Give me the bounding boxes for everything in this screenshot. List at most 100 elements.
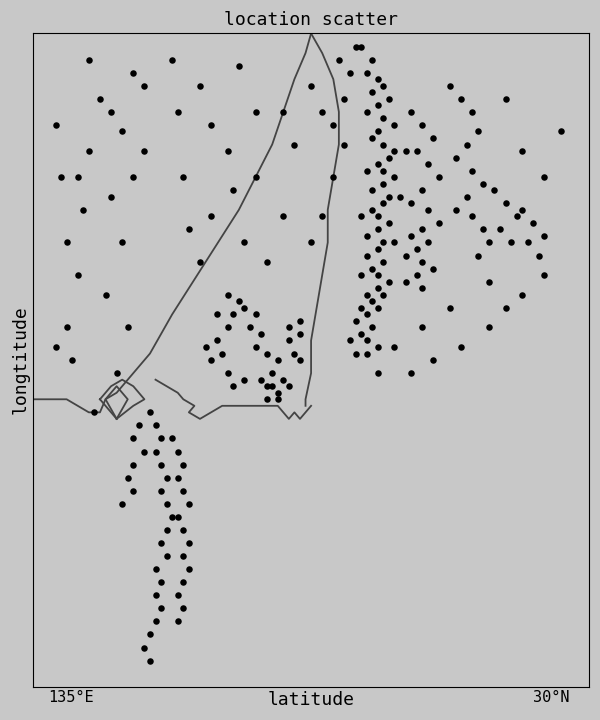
- Text: 135°E: 135°E: [48, 690, 94, 705]
- Point: [151, 590, 160, 601]
- Point: [184, 498, 194, 510]
- Point: [334, 54, 344, 66]
- Point: [389, 171, 399, 183]
- Point: [162, 498, 172, 510]
- Point: [217, 348, 227, 359]
- Point: [367, 295, 377, 307]
- Point: [373, 367, 383, 379]
- Point: [306, 80, 316, 91]
- Point: [140, 446, 149, 457]
- Point: [206, 211, 216, 222]
- Point: [317, 106, 327, 117]
- Point: [479, 178, 488, 189]
- Point: [484, 237, 494, 248]
- Point: [251, 309, 260, 320]
- Y-axis label: longtitude: longtitude: [11, 306, 29, 415]
- Point: [473, 126, 482, 138]
- Point: [295, 315, 305, 327]
- Point: [467, 211, 477, 222]
- Point: [234, 60, 244, 72]
- Point: [418, 256, 427, 268]
- Point: [473, 250, 482, 261]
- Point: [151, 616, 160, 627]
- Point: [89, 407, 99, 418]
- Point: [251, 171, 260, 183]
- Point: [251, 106, 260, 117]
- Title: location scatter: location scatter: [224, 11, 398, 29]
- Point: [195, 256, 205, 268]
- Point: [539, 269, 549, 281]
- Point: [484, 322, 494, 333]
- Point: [362, 106, 371, 117]
- Point: [451, 152, 460, 163]
- Point: [517, 204, 527, 215]
- Point: [178, 550, 188, 562]
- Point: [223, 367, 233, 379]
- Point: [151, 446, 160, 457]
- Point: [412, 145, 421, 157]
- Point: [262, 256, 271, 268]
- Point: [379, 80, 388, 91]
- Point: [173, 616, 182, 627]
- Point: [362, 230, 371, 242]
- Point: [173, 446, 182, 457]
- Point: [506, 237, 516, 248]
- Point: [173, 472, 182, 483]
- Point: [467, 165, 477, 176]
- Point: [373, 224, 383, 235]
- Point: [167, 433, 177, 444]
- Point: [418, 119, 427, 130]
- Point: [167, 511, 177, 523]
- Point: [384, 152, 394, 163]
- Point: [73, 269, 83, 281]
- Point: [367, 322, 377, 333]
- Point: [362, 348, 371, 359]
- Point: [295, 354, 305, 366]
- Point: [140, 145, 149, 157]
- Point: [79, 204, 88, 215]
- Point: [206, 119, 216, 130]
- Point: [362, 289, 371, 300]
- Point: [184, 563, 194, 575]
- Point: [251, 341, 260, 353]
- Point: [401, 250, 410, 261]
- Point: [284, 335, 293, 346]
- Point: [156, 537, 166, 549]
- Point: [268, 380, 277, 392]
- Point: [278, 374, 288, 385]
- Point: [406, 197, 416, 209]
- Point: [556, 126, 566, 138]
- Point: [101, 289, 110, 300]
- Point: [268, 367, 277, 379]
- Point: [112, 367, 121, 379]
- Point: [384, 93, 394, 104]
- Point: [517, 289, 527, 300]
- Point: [423, 158, 433, 170]
- Point: [284, 322, 293, 333]
- Point: [401, 145, 410, 157]
- Point: [178, 485, 188, 497]
- Point: [234, 295, 244, 307]
- Point: [278, 211, 288, 222]
- Point: [379, 237, 388, 248]
- Point: [295, 328, 305, 340]
- Point: [118, 237, 127, 248]
- Point: [178, 171, 188, 183]
- Point: [379, 178, 388, 189]
- Point: [173, 106, 182, 117]
- Point: [145, 654, 155, 666]
- Point: [173, 590, 182, 601]
- Point: [467, 106, 477, 117]
- Point: [379, 256, 388, 268]
- Point: [418, 224, 427, 235]
- Point: [128, 459, 138, 470]
- Point: [434, 217, 443, 229]
- Point: [428, 263, 438, 274]
- Point: [529, 217, 538, 229]
- Point: [329, 171, 338, 183]
- Point: [362, 165, 371, 176]
- Point: [423, 204, 433, 215]
- Point: [239, 237, 249, 248]
- Point: [384, 191, 394, 202]
- Point: [373, 158, 383, 170]
